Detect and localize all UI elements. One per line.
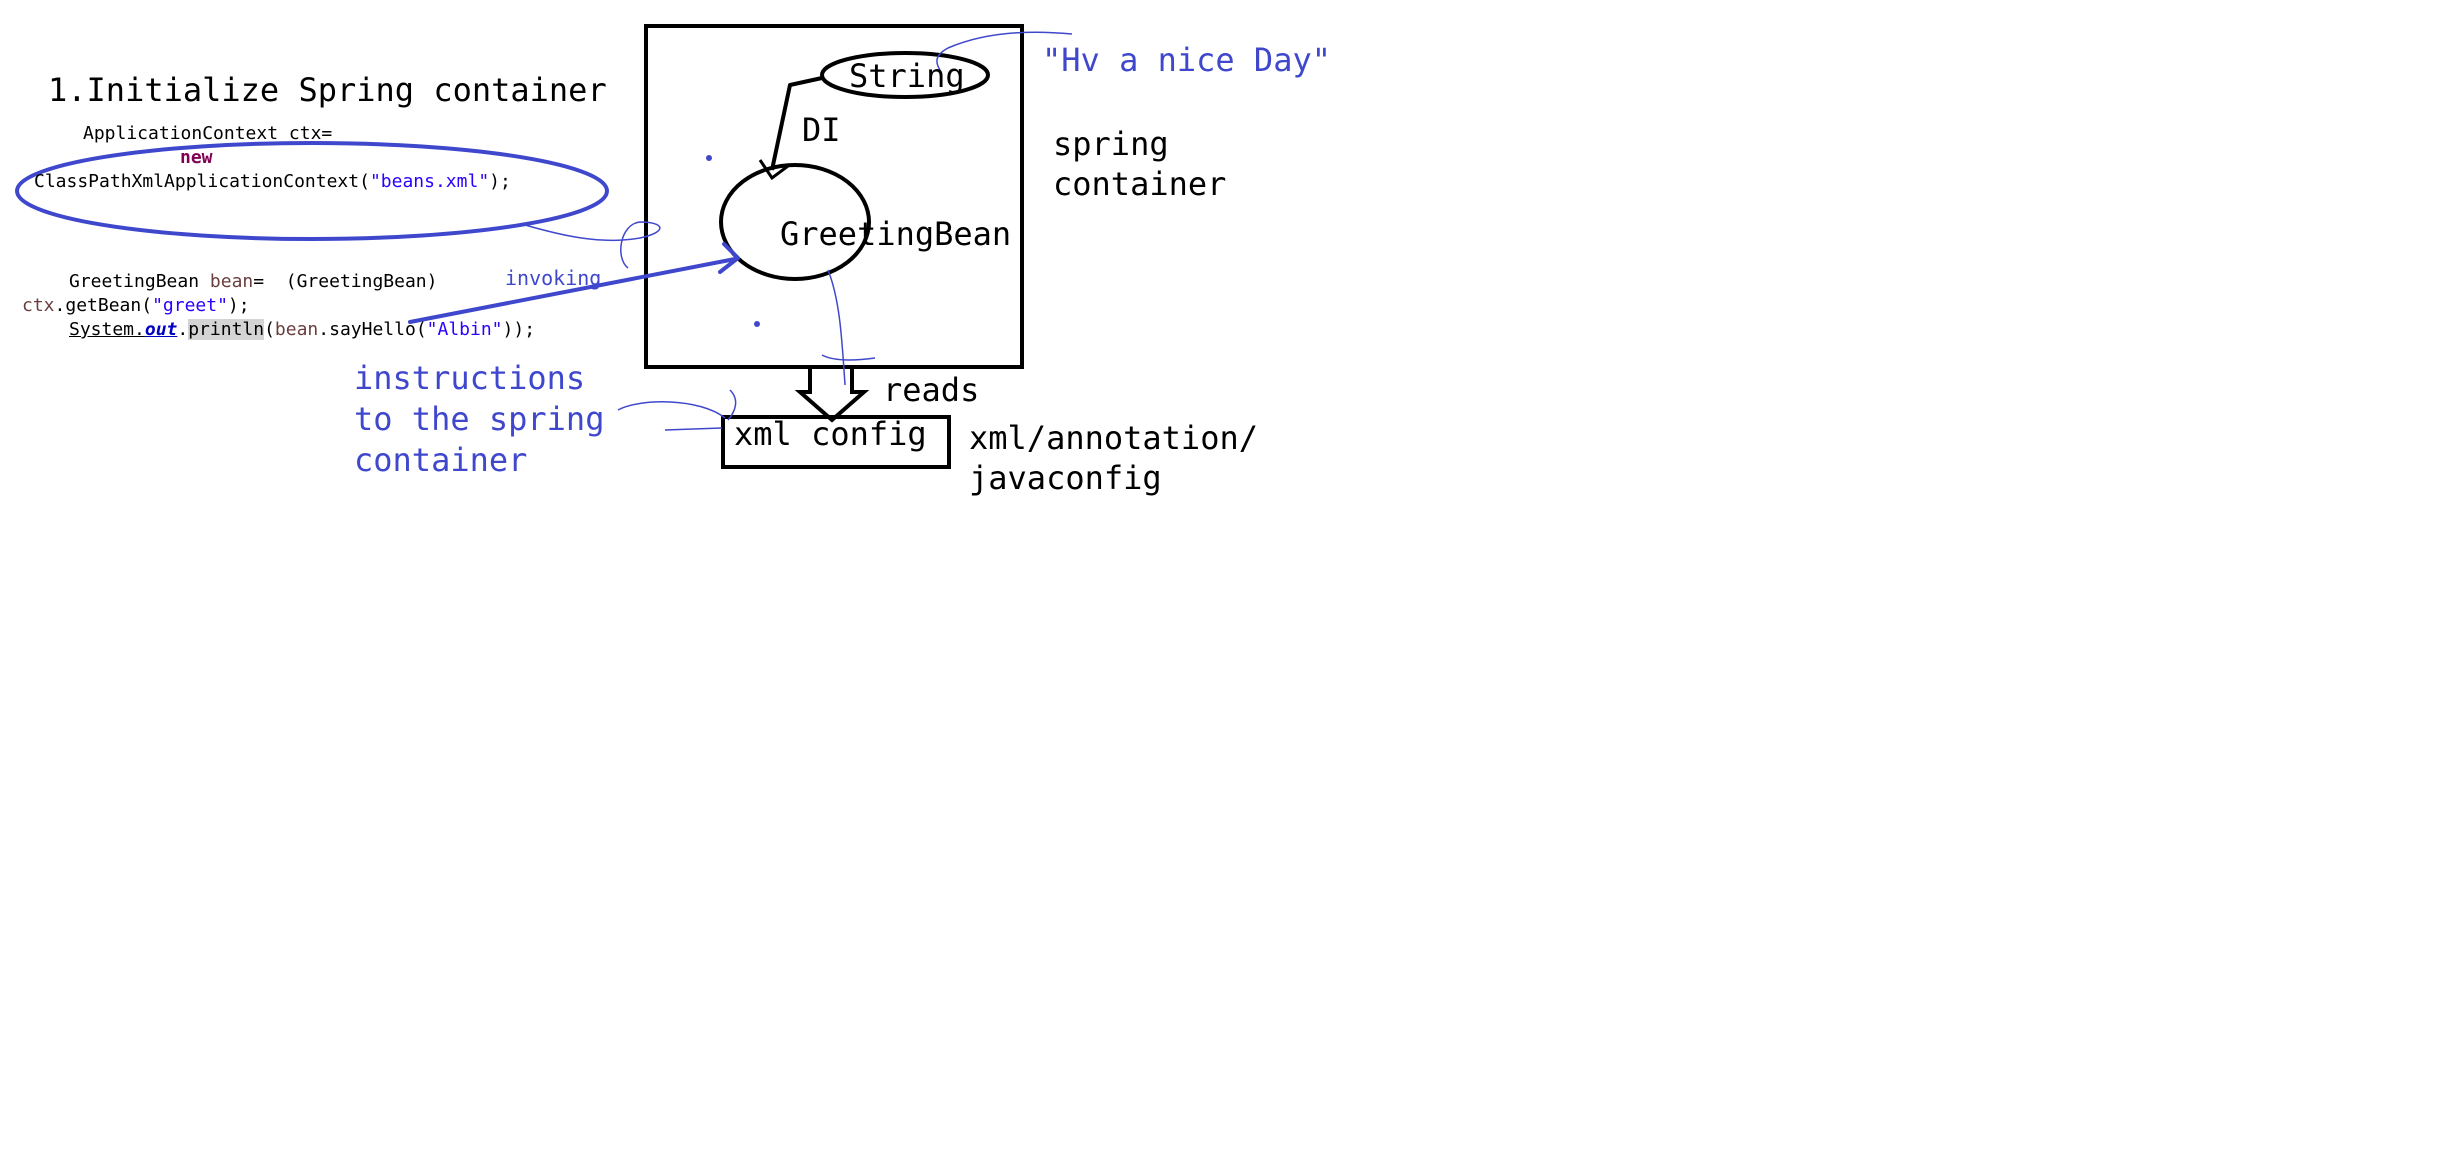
code-text: ApplicationContext ctx=: [83, 123, 333, 144]
reads-connector: [827, 269, 846, 386]
code-variable: ctx: [22, 295, 55, 316]
greeting-bean-circle: [719, 163, 871, 281]
code-line-2: new: [180, 149, 213, 167]
code-variable: bean: [209, 271, 254, 292]
reads-label: reads: [883, 371, 980, 409]
code-text: GreetingBean: [69, 271, 210, 292]
code-text: = (GreetingBean): [253, 271, 438, 292]
code-line-5: ctx.getBean("greet");: [22, 297, 250, 315]
string-bean-ellipse: [820, 51, 990, 99]
reads-connector-scribble: [821, 354, 876, 361]
instructions-connector: [664, 427, 723, 431]
code-text: );: [489, 171, 511, 192]
code-variable: bean: [274, 319, 319, 340]
code-line-3: ClassPathXmlApplicationContext("beans.xm…: [34, 173, 511, 191]
code-string: "Albin": [426, 319, 503, 340]
xml-config-box: [721, 415, 951, 469]
xml-config-label: xml config: [734, 415, 927, 453]
code-line-1: ApplicationContext ctx=: [83, 125, 332, 143]
code-text: .getBean(: [54, 295, 153, 316]
dot-mark: [706, 155, 712, 161]
di-arrow: [770, 76, 823, 171]
invoking-arrow: [408, 257, 737, 324]
ellipse-tail-squiggle: [524, 221, 661, 269]
spring-container-box: [644, 24, 1024, 369]
instructions-connector: [617, 401, 726, 419]
context-highlight-ellipse: [15, 141, 609, 241]
spring-container-label-line-1: spring: [1053, 125, 1169, 163]
dot-mark: [754, 321, 760, 327]
di-arrow-head: [758, 159, 789, 181]
code-line-4: GreetingBean bean= (GreetingBean): [69, 273, 437, 291]
reads-block-arrow: [794, 367, 870, 423]
code-text: ClassPathXmlApplicationContext(: [34, 171, 370, 192]
instructions-connector: [727, 389, 737, 421]
code-line-6: System.out.println(bean.sayHello("Albin"…: [69, 319, 536, 340]
spring-container-label-line-2: container: [1053, 165, 1227, 203]
code-keyword-new: new: [180, 147, 213, 168]
string-node-label: String: [849, 57, 965, 95]
instructions-label-line-1: instructions: [354, 359, 586, 397]
code-text: .: [177, 319, 189, 340]
code-text: (: [264, 319, 275, 340]
code-text: );: [227, 295, 250, 316]
code-text: System.: [69, 319, 145, 340]
code-field-out: out: [144, 319, 178, 340]
config-types-label-line-2: javaconfig: [969, 459, 1162, 497]
value-label: "Hv a nice Day": [1042, 41, 1331, 79]
code-method-println: println: [188, 319, 265, 340]
invoking-arrow-head: [718, 242, 740, 274]
greeting-bean-label: GreetingBean: [780, 215, 1012, 253]
code-string: "beans.xml": [369, 171, 490, 192]
instructions-label-line-2: to the spring: [354, 400, 605, 438]
code-string: "greet": [152, 295, 228, 316]
heading: 1.Initialize Spring container: [48, 71, 607, 109]
di-label: DI: [802, 111, 841, 149]
config-types-label-line-1: xml/annotation/: [969, 419, 1258, 457]
instructions-label-line-3: container: [354, 441, 528, 479]
invoking-label: invoking: [505, 266, 602, 290]
code-text: .sayHello(: [318, 319, 427, 340]
value-connector: [936, 31, 1073, 71]
code-text: ));: [502, 319, 536, 340]
